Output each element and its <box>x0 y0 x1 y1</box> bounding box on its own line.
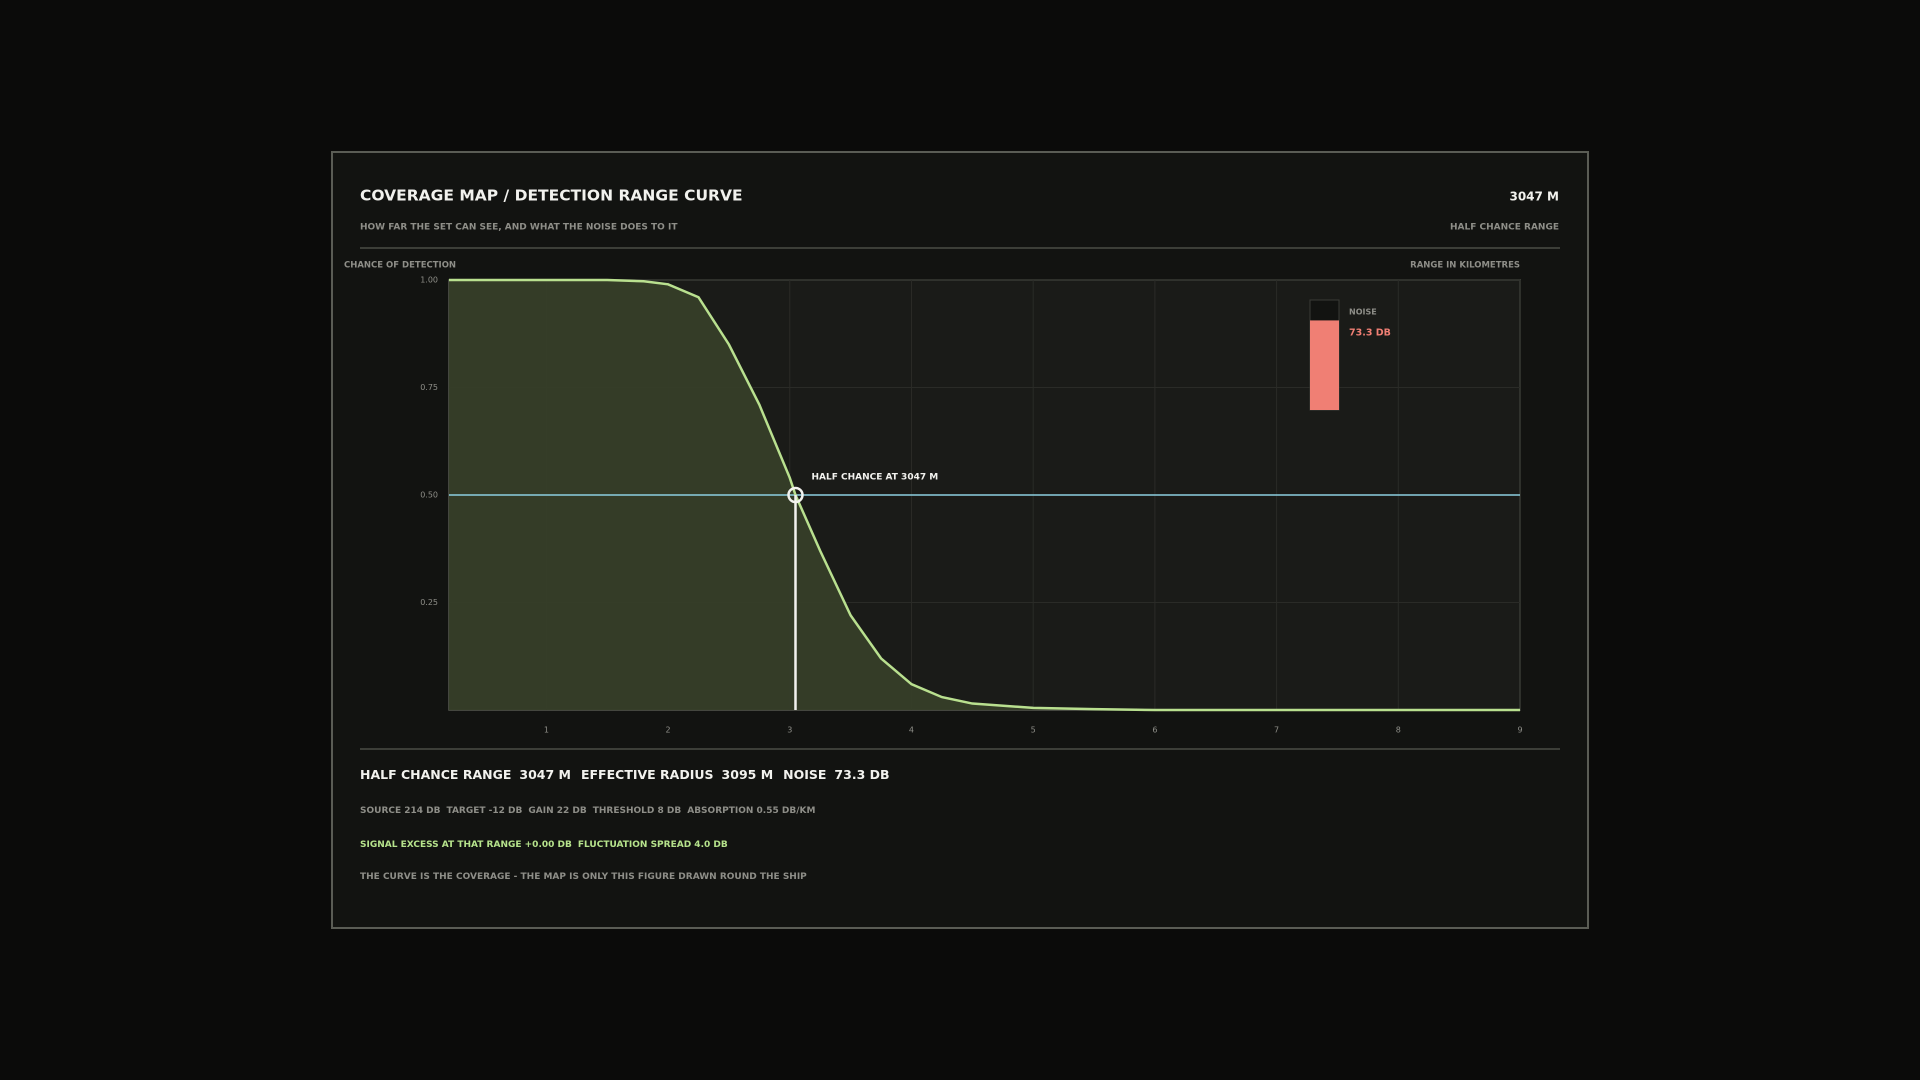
note: THE CURVE IS THE COVERAGE - THE MAP IS O… <box>360 872 807 882</box>
summary-label: EFFECTIVE RADIUS <box>580 767 714 782</box>
x-axis-label: RANGE IN KILOMETRES <box>1410 261 1520 271</box>
half-chance-marker <box>787 486 804 504</box>
x-tick-label: 2 <box>666 726 671 735</box>
gauge-name: NOISE <box>1349 308 1377 317</box>
parameter: TARGET -12 DB <box>446 806 523 816</box>
y-tick-label: 0.50 <box>420 491 438 500</box>
summary-label: NOISE <box>783 767 827 782</box>
summary-value: 3095 M <box>721 767 774 782</box>
excess: SIGNAL EXCESS AT THAT RANGE +0.00 DB <box>360 840 572 850</box>
stat: 3047 M <box>1509 190 1559 204</box>
x-tick-label: 1 <box>544 726 549 735</box>
x-tick-label: 5 <box>1031 726 1036 735</box>
x-tick-label: 4 <box>909 726 914 735</box>
marker-label: HALF CHANCE AT 3047 M <box>811 473 938 483</box>
x-tick-label: 6 <box>1152 726 1157 735</box>
subtitle: HOW FAR THE SET CAN SEE, AND WHAT THE NO… <box>360 223 678 233</box>
summary: HALF CHANCE RANGE 3047 M EFFECTIVE RADIUS 3… <box>360 767 890 782</box>
note-row: THE CURVE IS THE COVERAGE - THE MAP IS O… <box>360 872 807 882</box>
parameter: ABSORPTION 0.55 DB/KM <box>687 806 816 816</box>
title: COVERAGE MAP / DETECTION RANGE CURVE <box>360 187 743 205</box>
y-axis-label: CHANCE OF DETECTION <box>344 261 456 271</box>
summary-value: 73.3 DB <box>834 767 890 782</box>
excess: FLUCTUATION SPREAD 4.0 DB <box>577 840 728 850</box>
parameter: THRESHOLD 8 DB <box>592 806 682 816</box>
y-tick-label: 0.25 <box>420 598 438 607</box>
summary-label: HALF CHANCE RANGE <box>360 767 512 782</box>
curve <box>449 278 1520 712</box>
parameters: SOURCE 214 DB TARGET -12 DB GAIN 22 DB THRE… <box>360 806 815 816</box>
x-tick-label: 8 <box>1396 726 1401 735</box>
stat-label: HALF CHANCE RANGE <box>1450 223 1559 233</box>
x-tick-label: 9 <box>1517 726 1522 735</box>
x-tick-label: 3 <box>787 726 792 735</box>
y-tick-label: 0.75 <box>420 383 438 392</box>
parameter: GAIN 22 DB <box>528 806 587 816</box>
gauge-bar <box>1310 320 1339 410</box>
area <box>449 280 1520 710</box>
gauge-label: 73.3 DB <box>1349 328 1391 339</box>
signal-excess: SIGNAL EXCESS AT THAT RANGE +0.00 DB FLUC… <box>360 840 728 850</box>
summary-value: 3047 M <box>519 767 571 782</box>
y-tick-label: 1.00 <box>420 276 438 285</box>
x-tick-label: 7 <box>1274 726 1279 735</box>
parameter: SOURCE 214 DB <box>360 806 441 816</box>
